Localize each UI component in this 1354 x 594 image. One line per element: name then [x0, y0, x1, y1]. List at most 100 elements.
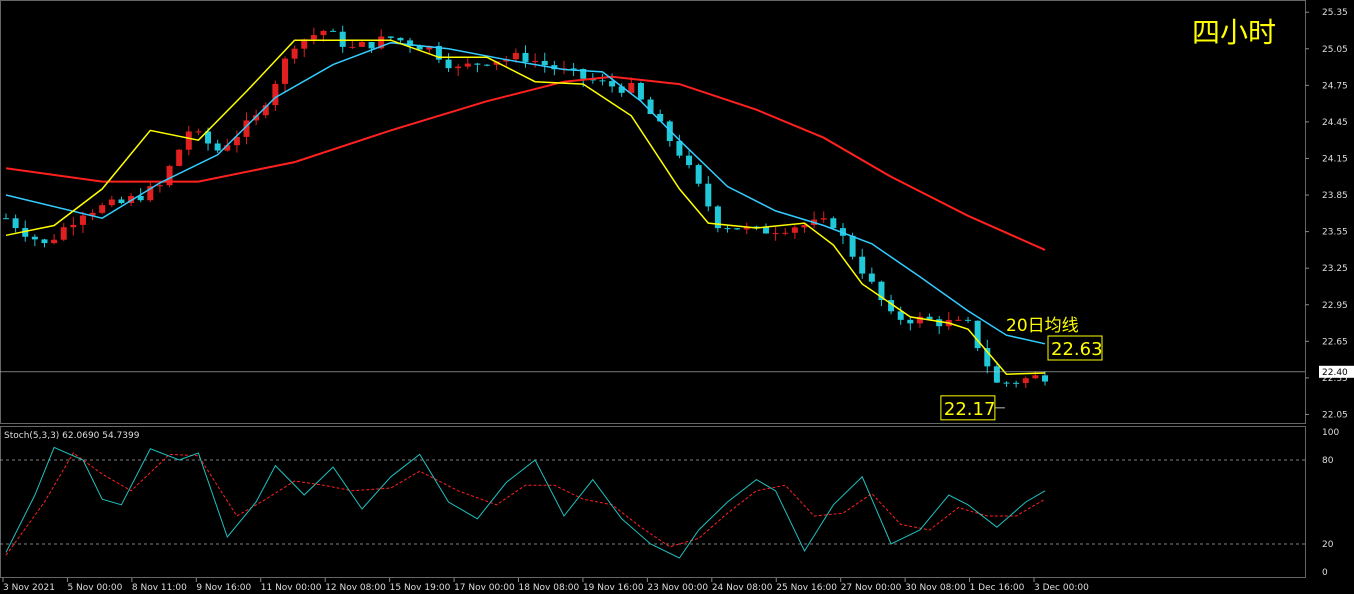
candle-body: [647, 99, 654, 115]
candle-body: [99, 205, 106, 213]
candle-body: [801, 225, 808, 228]
candle-body: [310, 35, 317, 40]
price-tick-label: 22.35: [1322, 374, 1348, 384]
candle-body: [512, 52, 519, 60]
time-tick-label: 8 Nov 11:00: [132, 583, 187, 593]
ma-slow-line: [5, 75, 1046, 251]
stoch-tick-label: 100: [1322, 428, 1339, 438]
candle-body: [570, 68, 577, 70]
candle-body: [474, 63, 481, 65]
candle-body: [320, 30, 327, 36]
candle-body: [272, 83, 279, 106]
candle-body: [3, 218, 9, 220]
candle-body: [281, 58, 288, 84]
time-tick-label: 3 Dec 00:00: [1034, 583, 1089, 593]
candle-body: [541, 60, 548, 66]
candle-body: [1022, 378, 1029, 384]
candle-body: [262, 105, 269, 116]
candle-body: [397, 37, 404, 41]
candle-body: [22, 228, 29, 237]
stochastic-panel: [0, 426, 1306, 578]
price-tick-label: 22.65: [1322, 337, 1348, 347]
price-tick-label: 24.15: [1322, 154, 1348, 164]
candle-body: [205, 131, 212, 144]
candle-body: [70, 224, 77, 228]
candle-body: [185, 131, 192, 150]
candle-body: [676, 141, 683, 156]
candle-body: [89, 212, 96, 216]
price-tick-label: 25.05: [1322, 45, 1348, 55]
candle-body: [387, 36, 394, 38]
candle-body: [253, 115, 260, 121]
price-tick-label: 24.45: [1322, 118, 1348, 128]
candle-body: [705, 183, 712, 207]
candle-body: [916, 316, 923, 324]
candle-body: [1032, 375, 1039, 379]
candle-body: [974, 320, 981, 349]
candle-body: [349, 46, 356, 48]
candle-body: [849, 235, 856, 257]
candle-body: [637, 83, 644, 100]
candle-body: [108, 199, 115, 206]
candle-body: [291, 48, 298, 59]
price-panel: [0, 0, 1306, 424]
candle-body: [868, 273, 875, 282]
stoch-k-line: [5, 446, 1046, 559]
candle-body: [445, 59, 452, 69]
ma-fast-line: [5, 39, 1046, 375]
candle-body: [993, 366, 1000, 383]
time-tick-label: 12 Nov 08:00: [325, 583, 386, 593]
candle-body: [79, 215, 86, 225]
stochastic-axis: 100 80 20 0: [1322, 428, 1339, 578]
candles-layer: [3, 25, 1048, 389]
candle-body: [1042, 375, 1048, 382]
candle-body: [1013, 382, 1020, 384]
time-tick-label: 24 Nov 08:00: [712, 583, 773, 593]
candle-body: [51, 239, 58, 244]
candle-body: [358, 41, 365, 47]
candle-body: [407, 40, 414, 46]
candle-body: [176, 149, 183, 166]
time-tick-label: 18 Nov 08:00: [519, 583, 580, 593]
stoch-tick-label: 0: [1322, 568, 1328, 578]
stochastic-lines: [0, 446, 1305, 559]
low-value-box: [940, 395, 996, 421]
candle-body: [753, 226, 760, 228]
price-tick-label: 23.55: [1322, 228, 1348, 238]
candle-body: [435, 46, 442, 60]
current-price-tag: [1319, 365, 1354, 378]
price-tick-label: 23.25: [1322, 264, 1348, 274]
chart-title: 四小时: [1192, 16, 1276, 49]
candle-body: [166, 165, 173, 186]
moving-average-lines: [5, 39, 1046, 409]
stoch-tick-label: 20: [1322, 540, 1334, 550]
ma20-annotation-label: 20日均线: [1006, 316, 1079, 336]
candle-body: [734, 228, 741, 230]
candle-body: [224, 145, 231, 151]
time-tick-label: 23 Nov 00:00: [647, 583, 708, 593]
candle-body: [147, 186, 154, 201]
candle-body: [695, 165, 702, 184]
candle-body: [657, 114, 664, 122]
candle-body: [214, 143, 221, 151]
candle-body: [686, 155, 693, 166]
candle-body: [839, 228, 846, 236]
price-tick-label: 22.95: [1322, 301, 1348, 311]
candle-body: [60, 227, 67, 240]
ma20-value-label: 22.63: [1051, 339, 1103, 360]
current-price-label: 22.40: [1322, 368, 1348, 378]
candle-body: [368, 41, 375, 49]
candle-body: [714, 206, 721, 229]
candle-body: [580, 68, 587, 79]
candle-body: [618, 86, 625, 93]
candle-body: [772, 233, 779, 235]
time-tick-label: 25 Nov 16:00: [776, 583, 837, 593]
candle-body: [493, 61, 500, 65]
candle-body: [330, 30, 337, 32]
candle-body: [763, 226, 770, 234]
candle-body: [878, 281, 885, 301]
candle-body: [455, 66, 462, 69]
candle-body: [897, 311, 904, 320]
time-tick-label: 30 Nov 08:00: [905, 583, 966, 593]
candle-body: [926, 316, 933, 320]
